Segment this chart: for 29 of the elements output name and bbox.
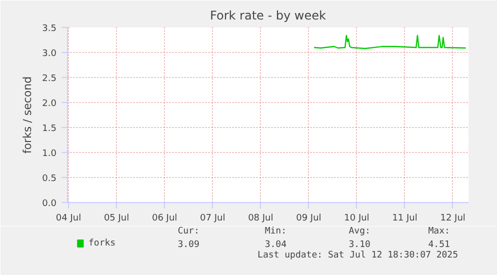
x-tick-label: 09 Jul (296, 214, 322, 224)
chart-title: Fork rate - by week (210, 8, 326, 22)
y-tick-label: 1.0 (42, 149, 57, 159)
text: 3.09 (178, 240, 200, 250)
text: 3.10 (348, 240, 370, 250)
text: Cur: (178, 226, 200, 236)
y-tick-label: 0.5 (42, 174, 57, 184)
x-tick-label: 05 Jul (104, 214, 130, 224)
x-tick-label: 06 Jul (152, 214, 178, 224)
text: 3.04 (264, 240, 287, 250)
x-tick-label: 12 Jul (440, 214, 466, 224)
x-tick-label: 07 Jul (200, 214, 226, 224)
legend-label: forks (88, 238, 116, 248)
y-tick-label: 2.5 (42, 74, 57, 84)
x-tick-label: 11 Jul (392, 214, 418, 224)
x-tick-label: 10 Jul (344, 214, 370, 224)
text: 4.51 (428, 240, 450, 250)
text: Min: (264, 226, 287, 236)
y-tick-label: 0.0 (42, 199, 57, 209)
y-tick-label: 1.5 (42, 124, 57, 134)
text: Last update: Sat Jul 12 18:30:07 2025 (258, 250, 458, 260)
y-tick-label: 2.0 (42, 99, 57, 109)
text: Max: (428, 226, 450, 236)
y-tick-label: 3.0 (42, 49, 57, 59)
x-tick-label: 08 Jul (248, 214, 274, 224)
y-axis-title: forks / second (21, 76, 34, 154)
x-tick-label: 04 Jul (56, 214, 82, 224)
y-tick-label: 3.5 (42, 24, 57, 34)
text: Avg: (348, 226, 370, 236)
